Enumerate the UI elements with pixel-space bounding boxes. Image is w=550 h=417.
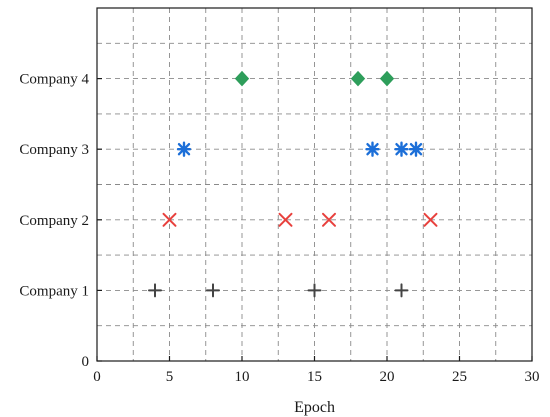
tick-labels: 0 5 10 15 20 25 30 0 Company 1 Company 2 Company 3… (19, 72, 539, 385)
diamond-marker (379, 70, 395, 87)
x-tick-label: 15 (307, 369, 322, 385)
x-tick-label: 30 (525, 369, 540, 385)
data-point (307, 283, 322, 298)
x-marker (423, 212, 438, 227)
data-point (365, 141, 380, 157)
data-point (394, 283, 409, 298)
data-point (234, 70, 250, 87)
plus-marker (394, 283, 409, 298)
x-marker (162, 212, 177, 227)
x-axis-title: Epoch (294, 399, 335, 416)
x-tick-label: 10 (235, 369, 250, 385)
data-point (322, 212, 336, 227)
data-point (423, 212, 438, 227)
asterisk-marker (408, 141, 424, 157)
x-tick-label: 25 (452, 369, 467, 385)
plus-marker (307, 283, 322, 298)
data-point (394, 141, 409, 157)
x-marker (322, 212, 336, 227)
diamond-marker (350, 70, 366, 87)
diamond-marker (234, 70, 250, 87)
y-tick-label: Company 4 (19, 72, 89, 88)
x-tick-label: 0 (93, 369, 101, 385)
axis-ticks (96, 77, 533, 362)
plus-marker (206, 283, 220, 298)
asterisk-marker (365, 141, 380, 157)
grid-lines (97, 7, 532, 361)
x-tick-label: 20 (380, 369, 395, 385)
asterisk-marker (176, 141, 192, 157)
y-tick-label: Company 3 (19, 142, 89, 158)
data-point (408, 141, 424, 157)
asterisk-marker (394, 141, 409, 157)
data-point (278, 212, 293, 227)
data-point (162, 212, 177, 227)
data-point (350, 70, 366, 87)
plus-marker (148, 283, 162, 298)
y-tick-label: Company 2 (19, 213, 89, 229)
data-points (148, 70, 438, 298)
data-point (176, 141, 192, 157)
y-tick-label: 0 (82, 354, 90, 370)
data-point (148, 283, 162, 298)
x-tick-label: 5 (166, 369, 174, 385)
data-point (379, 70, 395, 87)
data-point (206, 283, 220, 298)
x-marker (278, 212, 293, 227)
y-tick-label: Company 1 (19, 283, 89, 299)
